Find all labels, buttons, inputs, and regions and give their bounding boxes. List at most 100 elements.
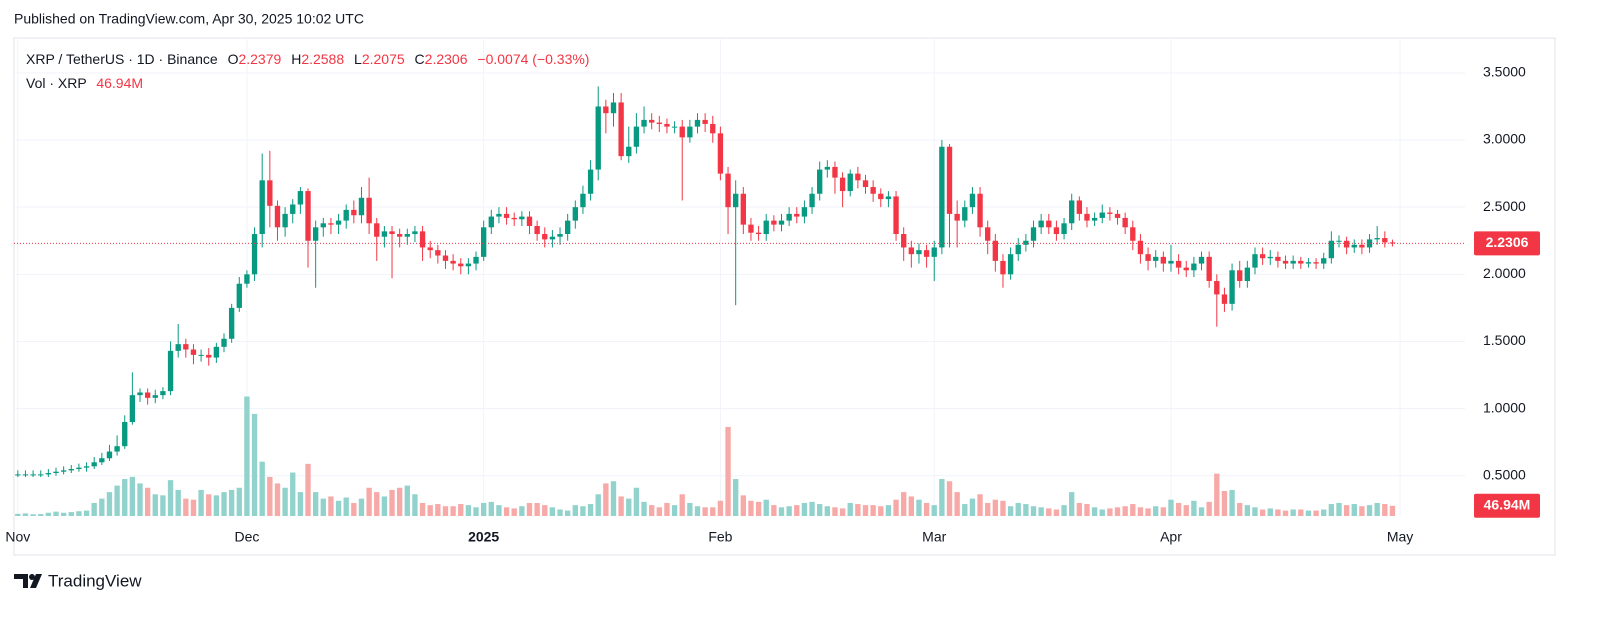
volume-bar	[1069, 492, 1075, 516]
volume-bar	[351, 502, 357, 516]
candle-body	[1046, 220, 1052, 228]
candle-body	[1321, 258, 1327, 264]
volume-bar	[15, 513, 21, 516]
volume-bar	[381, 496, 388, 516]
volume-bar	[809, 501, 815, 516]
volume-bar	[992, 499, 999, 516]
volume-bar	[328, 496, 334, 516]
volume-bar	[144, 487, 151, 516]
x-tick-label: Mar	[922, 529, 946, 545]
candle-body	[939, 146, 945, 248]
candle-body	[1069, 200, 1075, 224]
candle-body	[733, 193, 739, 208]
candle-body	[916, 250, 922, 255]
volume-bar	[649, 505, 655, 516]
y-tick-label: 1.5000	[1483, 332, 1526, 348]
volume-bar	[320, 498, 326, 516]
volume-bar	[717, 500, 724, 516]
volume-bar	[641, 501, 647, 516]
candle-body	[1298, 260, 1304, 264]
candle-body	[473, 256, 479, 264]
volume-bar	[1183, 505, 1189, 516]
volume-bar	[1382, 504, 1388, 516]
volume-bar	[312, 492, 319, 516]
candle-body	[671, 126, 678, 128]
candle-body	[1198, 256, 1205, 264]
volume-bar	[1130, 504, 1136, 516]
volume-bar	[1153, 506, 1159, 516]
candle-body	[206, 354, 212, 358]
volume-bar	[389, 489, 395, 516]
candle-body	[442, 255, 449, 261]
volume-bar	[1267, 508, 1273, 516]
volume-bar	[267, 476, 273, 516]
legend-key: C	[415, 51, 425, 67]
candle-body	[267, 180, 273, 206]
candle-body	[228, 307, 235, 339]
candle-body	[503, 213, 510, 218]
volume-bar	[656, 507, 662, 516]
candle-body	[885, 196, 892, 200]
candle-body	[878, 193, 884, 200]
candle-body	[1290, 260, 1296, 264]
candle-body	[1023, 240, 1029, 245]
volume-bar	[954, 492, 960, 516]
volume-bar	[290, 472, 296, 516]
volume-bar	[419, 502, 426, 516]
candle-body	[1061, 223, 1067, 235]
volume-bar	[939, 479, 945, 516]
candle-body	[1351, 244, 1357, 248]
volume-bar	[1244, 505, 1251, 516]
candle-body	[419, 231, 426, 248]
volume-bar	[969, 498, 976, 516]
legend-key: O	[228, 51, 239, 67]
volume-bar	[1114, 507, 1121, 516]
candle-body	[305, 191, 311, 241]
candle-body	[1030, 227, 1037, 241]
candle-body	[99, 458, 105, 463]
volume-bar	[1175, 502, 1182, 516]
volume-bar	[778, 507, 785, 516]
volume-bar	[526, 502, 533, 516]
candle-body	[1221, 294, 1228, 304]
candle-body	[1267, 256, 1273, 259]
y-tick-label: 3.5000	[1483, 64, 1526, 80]
candle-body	[68, 469, 74, 471]
candle-body	[1007, 254, 1014, 275]
volume-bar	[817, 504, 823, 516]
candle-body	[610, 102, 617, 114]
candle-body	[893, 196, 899, 235]
candle-body	[1015, 244, 1021, 255]
candle-body	[542, 234, 548, 240]
candle-body	[1091, 217, 1098, 221]
candle-body	[1076, 200, 1083, 214]
candle-body	[1099, 212, 1105, 218]
candle-body	[15, 474, 21, 476]
candle-body	[190, 349, 197, 355]
candle-body	[1145, 254, 1151, 261]
volume-bar	[91, 502, 97, 516]
volume-bar	[626, 498, 632, 516]
candle-body	[91, 462, 97, 467]
candle-body	[786, 213, 792, 221]
candle-body	[1389, 242, 1396, 244]
volume-bar	[106, 492, 113, 516]
candle-body	[1137, 240, 1144, 255]
volume-bar	[1107, 508, 1113, 516]
volume-bar	[1252, 507, 1258, 516]
candle-body	[1374, 238, 1380, 240]
candle-body	[404, 234, 410, 237]
volume-bar	[1007, 506, 1014, 516]
candle-body	[236, 283, 242, 308]
volume-bar	[1298, 509, 1304, 516]
volume-bar	[160, 495, 166, 516]
candle-body	[290, 204, 296, 214]
candle-body	[931, 247, 937, 257]
candle-body	[725, 173, 731, 208]
legend-change: −0.0074 (−0.33%)	[477, 51, 589, 67]
candle-body	[458, 263, 464, 267]
candle-body	[106, 451, 113, 459]
candle-body	[923, 250, 930, 257]
candle-body	[534, 225, 540, 235]
candle-body	[427, 247, 433, 251]
